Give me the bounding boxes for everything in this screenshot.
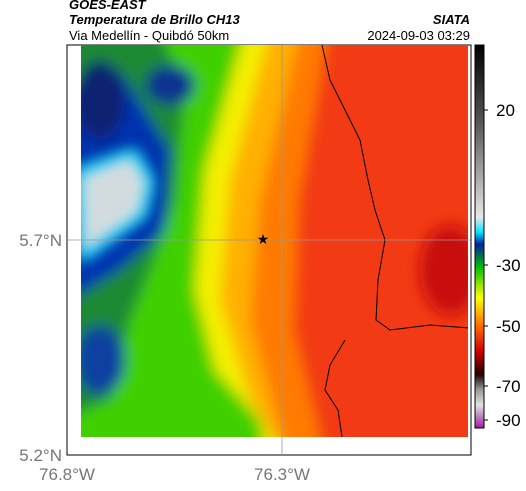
x-tick-label: 76.3°W xyxy=(254,465,310,484)
border-line xyxy=(321,45,468,331)
x-tick-label: 76.8°W xyxy=(39,465,95,484)
colorbar-tick-label: -70 xyxy=(496,377,521,396)
title: GOES-EAST xyxy=(69,0,147,12)
timestamp: 2024-09-03 03:29 xyxy=(367,28,470,43)
y-tick-label: 5.7°N xyxy=(19,231,62,250)
subtitle: Temperatura de Brillo CH13 xyxy=(69,12,241,27)
field-blue-south xyxy=(81,325,125,395)
location-marker: ★ xyxy=(257,231,270,247)
source: SIATA xyxy=(433,12,470,27)
colorbar xyxy=(474,44,485,429)
coast-line xyxy=(324,339,346,437)
field-dark-red xyxy=(420,225,468,315)
field-white xyxy=(81,155,148,255)
colorbar-tick-label: -90 xyxy=(496,411,521,430)
colorbar-tick-label: -30 xyxy=(496,256,521,275)
route: Via Medellín - Quibdó 50km xyxy=(69,28,229,43)
field-blue-north xyxy=(145,65,195,105)
colorbar-tick-label: 20 xyxy=(496,101,515,120)
brightness-field xyxy=(81,45,468,437)
colorbar-tick-label: -50 xyxy=(496,317,521,336)
y-tick-label: 5.2°N xyxy=(19,446,62,465)
field-navy xyxy=(81,60,125,140)
